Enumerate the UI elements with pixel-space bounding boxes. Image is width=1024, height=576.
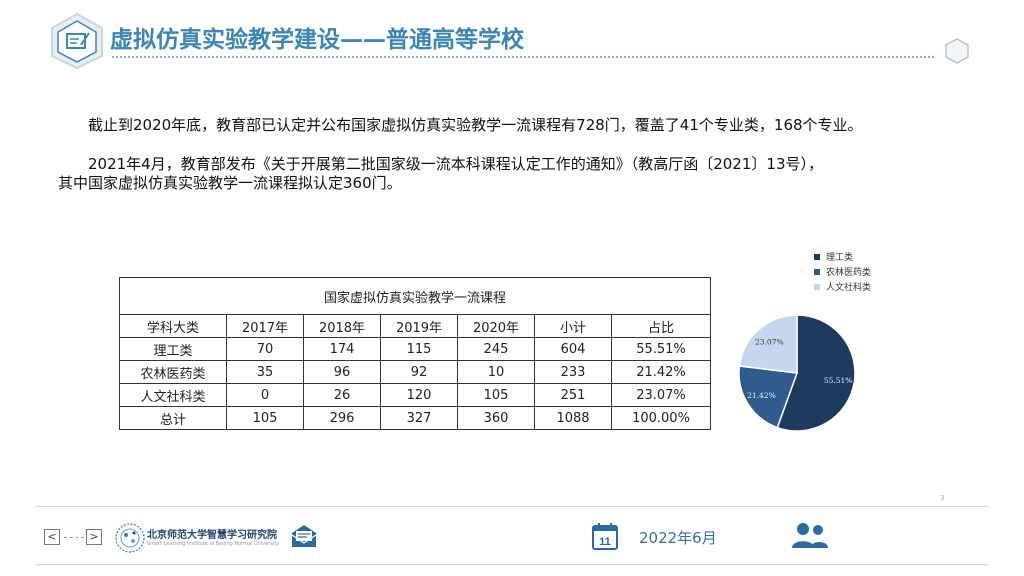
table-cell: 100.00% bbox=[611, 406, 711, 430]
table-header-cell: 占比 bbox=[611, 314, 711, 338]
mail-icon[interactable] bbox=[290, 523, 318, 549]
course-table: 国家虚拟仿真实验教学一流课程 学科大类 2017年 2018年 2019年 20… bbox=[119, 277, 711, 430]
title-divider bbox=[112, 56, 934, 58]
table-header-cell: 2018年 bbox=[303, 314, 381, 338]
legend-swatch bbox=[814, 253, 820, 260]
page-title: 虚拟仿真实验教学建设——普通高等学校 bbox=[110, 27, 524, 53]
legend-swatch bbox=[814, 283, 820, 290]
pie-data-label: 55.51% bbox=[824, 376, 853, 385]
legend-item: 人文社科类 bbox=[814, 279, 871, 294]
table-cell: 296 bbox=[303, 406, 381, 430]
table-caption: 国家虚拟仿真实验教学一流课程 bbox=[119, 277, 711, 315]
table-cell: 23.07% bbox=[611, 383, 711, 407]
table-cell: 174 bbox=[303, 337, 381, 361]
footer-divider-top bbox=[36, 506, 988, 507]
table-cell: 360 bbox=[457, 406, 535, 430]
legend-item: 农林医药类 bbox=[814, 264, 871, 279]
table-cell: 26 bbox=[303, 383, 381, 407]
table-row: 人文社科类 0 26 120 105 251 23.07% bbox=[119, 383, 711, 407]
pie-data-label: 23.07% bbox=[755, 338, 784, 347]
paragraph-2-line-1: 2021年4月，教育部发布《关于开展第二批国家级一流本科课程认定工作的通知》（教… bbox=[88, 155, 823, 173]
logo-subtitle: Smart Learning Institute of Beijing Norm… bbox=[147, 541, 280, 547]
paragraph-2-line-2: 其中国家虚拟仿真实验教学一流课程拟认定360门。 bbox=[58, 174, 402, 192]
table-cell: 总计 bbox=[119, 406, 227, 430]
table-header-cell: 2020年 bbox=[457, 314, 535, 338]
table-cell: 21.42% bbox=[611, 360, 711, 384]
table-total-row: 总计 105 296 327 360 1088 100.00% bbox=[119, 406, 711, 430]
table-cell: 120 bbox=[380, 383, 458, 407]
people-icon[interactable] bbox=[790, 521, 830, 549]
table-cell: 604 bbox=[534, 337, 612, 361]
legend-item: 理工类 bbox=[814, 249, 871, 264]
hexagon-decoration-icon bbox=[945, 38, 969, 64]
pie-slice bbox=[738, 365, 799, 429]
paragraph-1: 截止到2020年底，教育部已认定并公布国家虚拟仿真实验教学一流课程有728门，覆… bbox=[88, 116, 863, 134]
legend-label: 农林医药类 bbox=[826, 268, 872, 278]
table-header-cell: 2017年 bbox=[226, 314, 304, 338]
table-cell: 251 bbox=[534, 383, 612, 407]
table-cell: 96 bbox=[303, 360, 381, 384]
pie-legend: 理工类 农林医药类 人文社科类 bbox=[814, 249, 871, 294]
footer-divider-bottom bbox=[36, 564, 988, 565]
nav-separator bbox=[64, 537, 84, 538]
table-cell: 327 bbox=[380, 406, 458, 430]
table-cell: 245 bbox=[457, 337, 535, 361]
table-header-cell: 学科大类 bbox=[119, 314, 227, 338]
table-cell: 人文社科类 bbox=[119, 383, 227, 407]
hexagon-logo-icon bbox=[51, 12, 103, 70]
calendar-day: 11 bbox=[599, 536, 611, 548]
table-cell: 105 bbox=[457, 383, 535, 407]
table-cell: 233 bbox=[534, 360, 612, 384]
next-slide-button[interactable]: > bbox=[86, 529, 102, 545]
table-row: 理工类 70 174 115 245 604 55.51% bbox=[119, 337, 711, 361]
table-cell: 105 bbox=[226, 406, 304, 430]
university-logo-icon bbox=[115, 523, 145, 553]
logo-name: 北京师范大学智慧学习研究院 bbox=[147, 530, 277, 541]
table-cell: 35 bbox=[226, 360, 304, 384]
table-cell: 0 bbox=[226, 383, 304, 407]
table-cell: 理工类 bbox=[119, 337, 227, 361]
legend-label: 人文社科类 bbox=[826, 283, 872, 293]
calendar-icon: 11 bbox=[592, 523, 618, 550]
pie-data-label: 21.42% bbox=[747, 391, 776, 400]
pie-slice bbox=[738, 314, 798, 374]
table-cell: 70 bbox=[226, 337, 304, 361]
table-cell: 农林医药类 bbox=[119, 360, 227, 384]
table-cell: 1088 bbox=[534, 406, 612, 430]
table-caption-row: 国家虚拟仿真实验教学一流课程 bbox=[119, 277, 711, 315]
legend-label: 理工类 bbox=[826, 253, 854, 263]
paragraph-2: 2021年4月，教育部发布《关于开展第二批国家级一流本科课程认定工作的通知》（教… bbox=[58, 155, 938, 193]
date-label: 2022年6月 bbox=[639, 529, 717, 547]
page-number: 3 bbox=[940, 494, 945, 502]
prev-slide-button[interactable]: < bbox=[44, 529, 60, 545]
table-cell: 55.51% bbox=[611, 337, 711, 361]
table-header-row: 学科大类 2017年 2018年 2019年 2020年 小计 占比 bbox=[119, 314, 711, 338]
legend-swatch bbox=[814, 268, 820, 275]
pie-chart: 55.51% 21.42% 23.07% bbox=[738, 314, 856, 432]
table-cell: 10 bbox=[457, 360, 535, 384]
table-cell: 115 bbox=[380, 337, 458, 361]
table-cell: 92 bbox=[380, 360, 458, 384]
table-header-cell: 小计 bbox=[534, 314, 612, 338]
pie-slice bbox=[776, 314, 856, 432]
table-row: 农林医药类 35 96 92 10 233 21.42% bbox=[119, 360, 711, 384]
table-header-cell: 2019年 bbox=[380, 314, 458, 338]
